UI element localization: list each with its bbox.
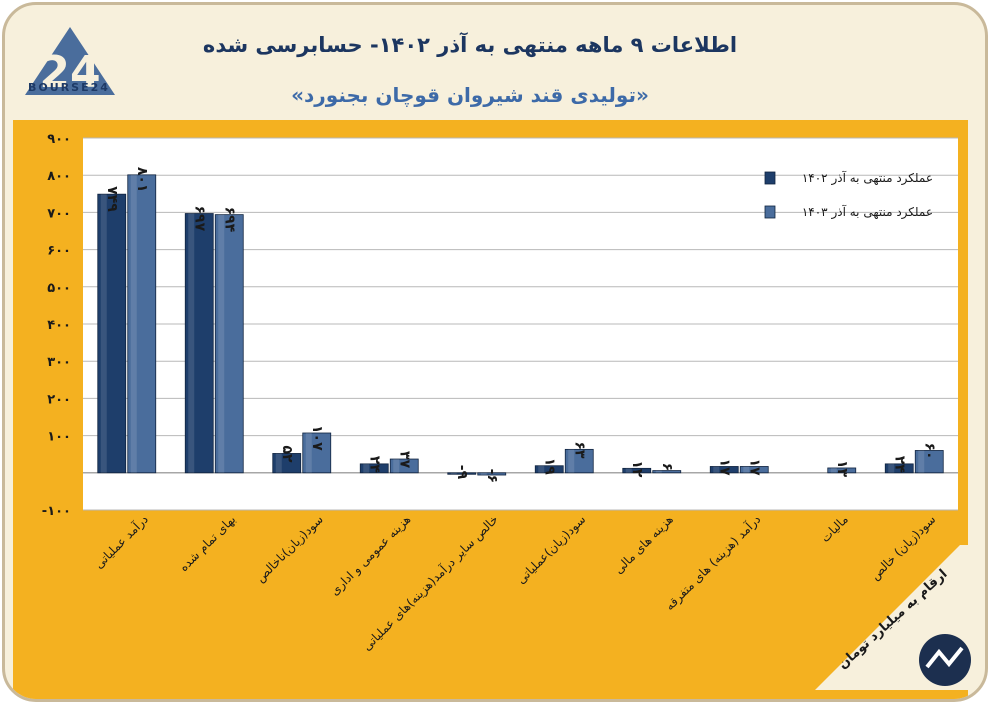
data-label: ۱۳ (834, 460, 850, 478)
bar-highlight (480, 472, 487, 476)
bar-highlight (100, 194, 107, 473)
bar-highlight (568, 449, 575, 473)
chart-frame: 24 BOURSE24 اطلاعات ۹ ماهه منتهی به آذر … (2, 2, 988, 702)
bar-1403 (914, 450, 944, 474)
bar-1402 (97, 193, 127, 474)
bar-highlight (713, 466, 720, 473)
y-tick-label: ۱۰۰ (47, 430, 71, 445)
bar-highlight (655, 470, 662, 473)
category-label: خالص سایر درآمد(هزینه)های عملیاتی (359, 512, 502, 655)
data-label: ۱۹ (541, 458, 557, 476)
data-label: ۶ (659, 463, 675, 472)
bar-1403 (302, 432, 332, 474)
bar-1403 (477, 472, 507, 476)
bar-highlight (830, 467, 837, 473)
bar-1403 (389, 458, 419, 474)
bar-1403 (827, 467, 857, 474)
bar-highlight (450, 472, 457, 475)
data-label: ۱۷ (716, 458, 732, 476)
y-tick-label: ۴۰۰ (47, 318, 71, 333)
data-label: ۶۹۴ (221, 207, 237, 233)
bar-highlight (888, 463, 895, 473)
data-label: ۱۲ (629, 460, 645, 478)
legend-label: عملکرد منتهی به آذر ۱۴۰۳ (802, 204, 933, 220)
category-label: مالیات (818, 512, 851, 545)
data-label: -۶ (484, 469, 500, 483)
category-label: سود(زیان) خالص (868, 512, 939, 583)
y-tick-label: ۵۰۰ (47, 281, 71, 296)
chart-panel: -۱۰۰ ۱۰۰ ۲۰۰ ۳۰۰ ۴۰۰ ۵۰۰ ۶۰۰ ۷۰۰ ۸۰۰ ۹۰۰ ۷۴۹ ۸۰۱ درآ… (13, 120, 968, 699)
data-label: ۳۷ (396, 451, 412, 469)
category-label: هزینه عمومی و اداری (327, 512, 414, 599)
bar-highlight (363, 463, 370, 473)
bar-highlight (130, 174, 137, 473)
legend-label: عملکرد منتهی به آذر ۱۴۰۲ (802, 170, 933, 186)
bar-highlight (538, 465, 545, 473)
bar-highlight (275, 453, 282, 473)
bar-1402 (884, 463, 914, 474)
bar-highlight (188, 213, 195, 473)
data-label: ۱۰۷ (309, 425, 325, 451)
bar-1402 (272, 453, 302, 474)
category-label: هزینه های مالی (611, 512, 676, 577)
bar-1403 (214, 214, 244, 474)
bar-1403 (564, 448, 594, 474)
data-label: ۶۹۷ (191, 206, 207, 232)
y-tick-label: ۳۰۰ (47, 355, 71, 370)
logo-text: BOURSE24 (28, 81, 110, 94)
y-tick-label: ۷۰۰ (47, 206, 71, 221)
bourse24-logo: 24 (25, 27, 115, 98)
data-label: ۲۴ (366, 456, 382, 474)
bar-1402 (447, 472, 477, 475)
bar-highlight (625, 468, 632, 473)
bar-highlight (218, 214, 225, 473)
category-label: درآمد (هزینه) های متفرقه (662, 512, 764, 614)
data-label: ۱۷ (746, 458, 762, 476)
category-label: درآمد عملیاتی (91, 512, 152, 573)
data-label: ۶۳ (571, 441, 587, 459)
legend-swatch-1402 (764, 171, 776, 185)
bar-chart: -۱۰۰ ۱۰۰ ۲۰۰ ۳۰۰ ۴۰۰ ۵۰۰ ۶۰۰ ۷۰۰ ۸۰۰ ۹۰۰ ۷۴۹ ۸۰۱ درآ… (42, 132, 958, 655)
bar-1403 (652, 470, 682, 474)
bar-highlight (393, 459, 400, 473)
data-label: ۸۰۱ (134, 167, 150, 193)
bar-1403 (739, 466, 769, 474)
bar-highlight (743, 466, 750, 473)
bar-1402 (622, 467, 652, 474)
data-label: ۵۲ (279, 445, 295, 463)
data-label: ۷۴۹ (104, 186, 120, 212)
bar-1402 (184, 213, 214, 474)
bar-highlight (918, 450, 925, 473)
category-label: سود(زیان)ناخالص (253, 512, 327, 586)
category-label: بهای تمام شده (176, 512, 238, 574)
category-label: سود(زیان)عملیاتی (514, 512, 589, 587)
bar-1403 (127, 174, 157, 474)
chart-subtitle: «تولیدی قند شیروان قوچان بجنورد» (291, 83, 649, 107)
bar-1402 (709, 466, 739, 474)
bar-1402 (534, 465, 564, 474)
y-tick-label: ۲۰۰ (47, 392, 71, 407)
bar-1402 (359, 463, 389, 474)
legend-swatch-1403 (764, 205, 776, 219)
chart-title: اطلاعات ۹ ماهه منتهی به آذر ۱۴۰۲- حسابرس… (202, 33, 738, 57)
y-tick-label: -۱۰۰ (42, 504, 71, 519)
data-label: ۶۰ (921, 442, 937, 459)
bar-highlight (305, 432, 312, 473)
logo-mark: 24 (39, 47, 100, 98)
data-label: -۹ (454, 465, 470, 480)
y-tick-label: ۶۰۰ (47, 244, 71, 259)
y-tick-label: ۹۰۰ (47, 132, 71, 147)
y-tick-label: ۸۰۰ (47, 169, 71, 184)
data-label: ۲۴ (891, 456, 907, 474)
